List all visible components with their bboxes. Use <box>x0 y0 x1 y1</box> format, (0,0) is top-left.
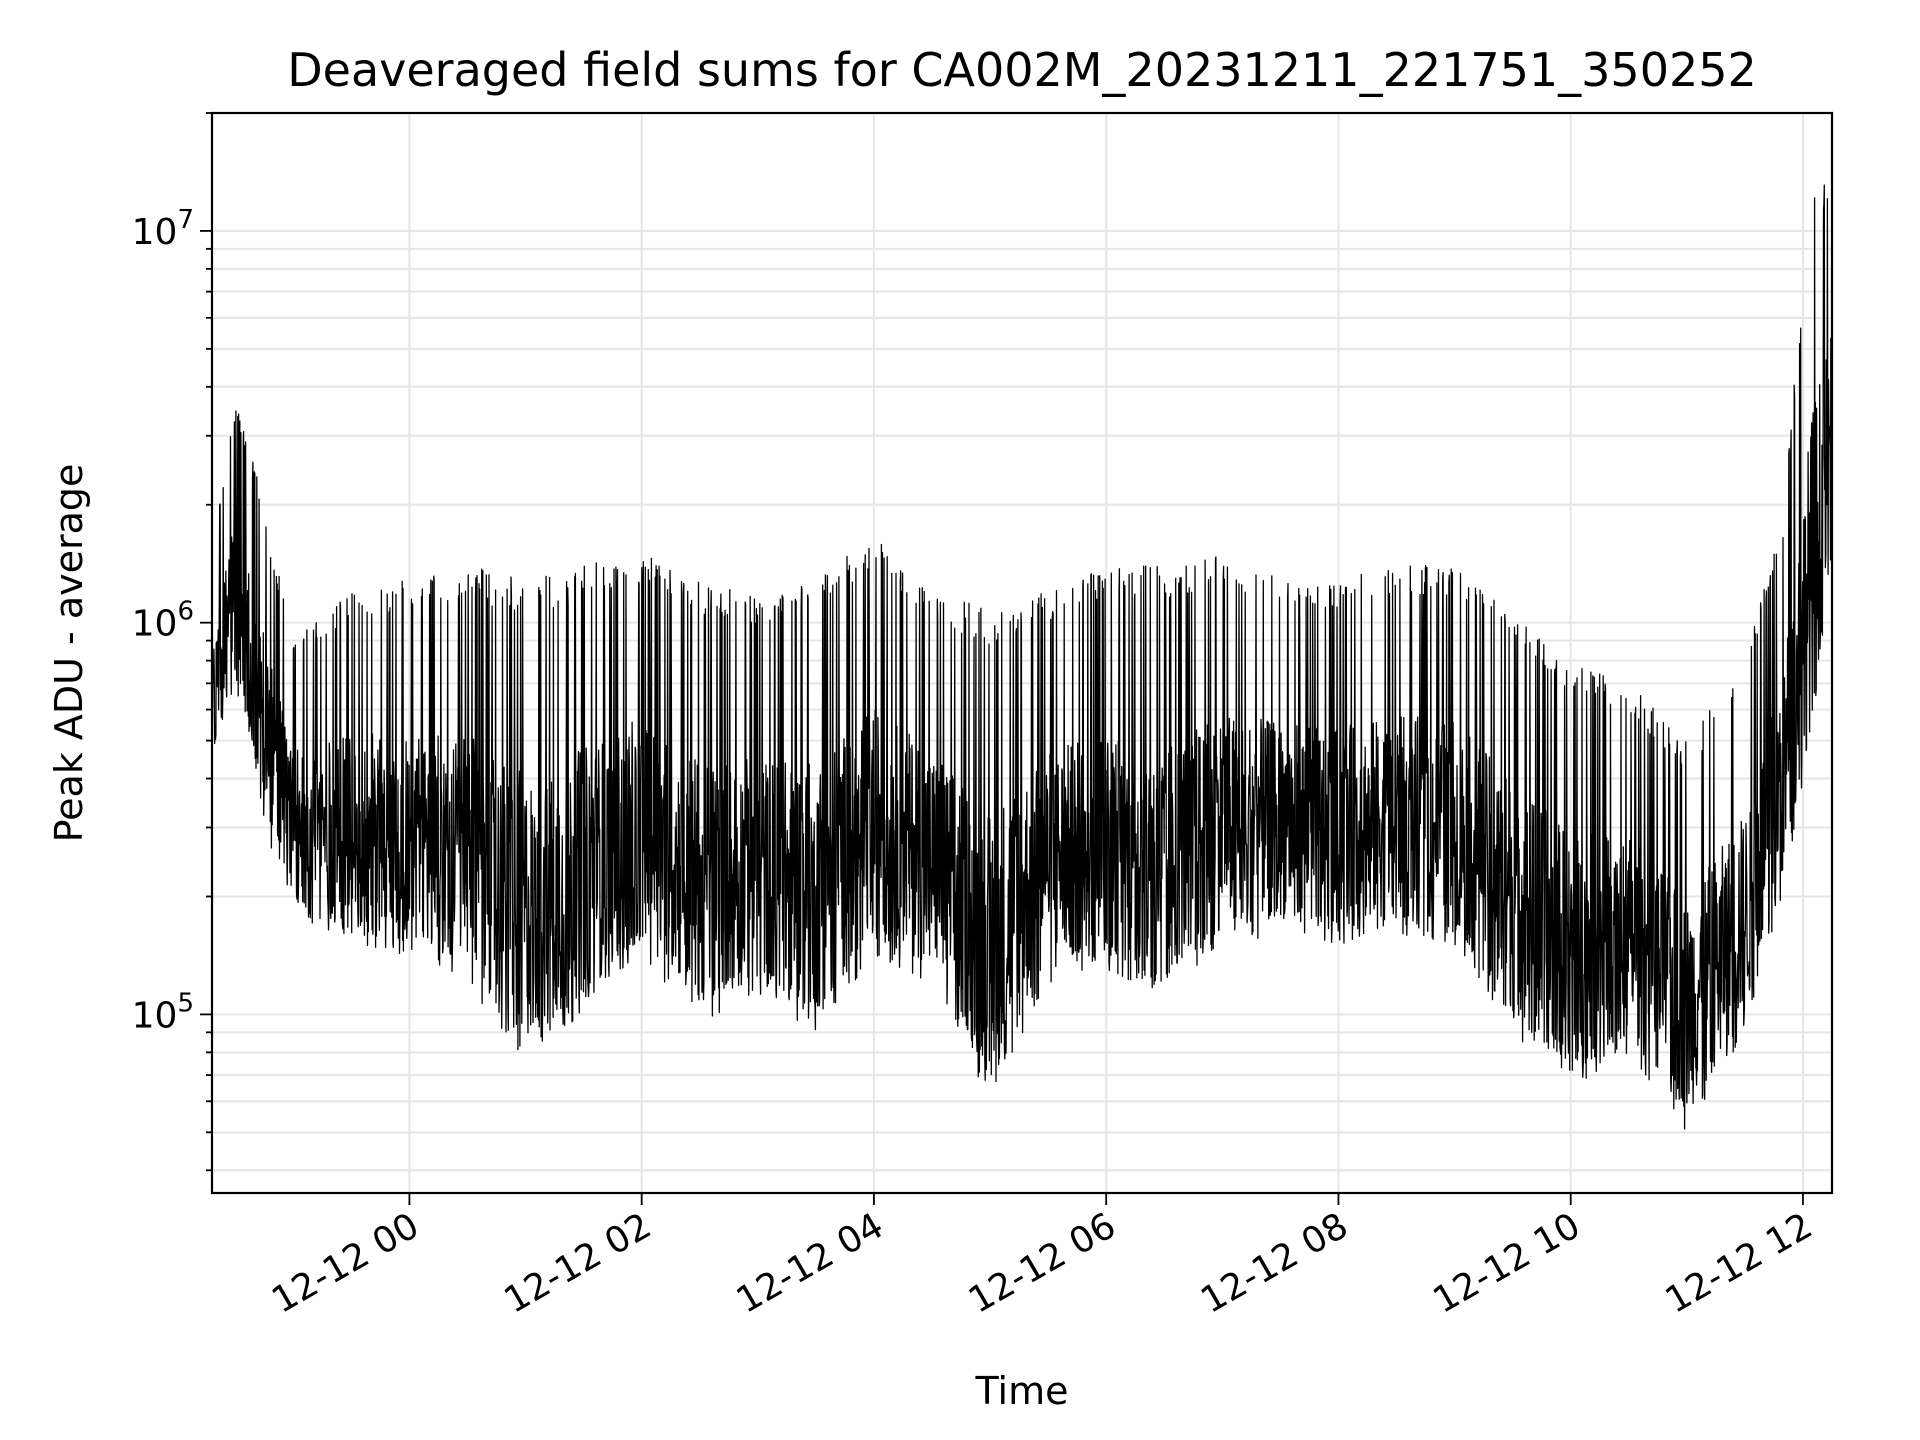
series-path <box>211 184 1833 1130</box>
x-axis-label: Time <box>975 1369 1069 1413</box>
series-line <box>211 184 1833 1130</box>
chart-title: Deaveraged field sums for CA002M_2023121… <box>287 43 1757 97</box>
plot-frame <box>210 111 1834 1195</box>
y-axis-label: Peak ADU - average <box>47 464 91 843</box>
